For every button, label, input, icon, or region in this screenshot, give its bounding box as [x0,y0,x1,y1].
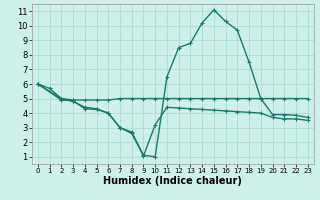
X-axis label: Humidex (Indice chaleur): Humidex (Indice chaleur) [103,176,242,186]
